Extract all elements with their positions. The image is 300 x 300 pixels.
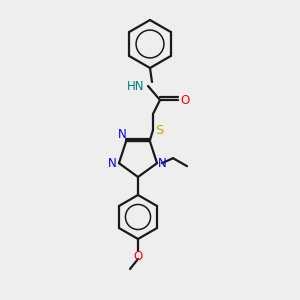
Text: N: N <box>108 157 116 170</box>
Text: HN: HN <box>127 80 144 92</box>
Text: O: O <box>134 250 142 262</box>
Text: N: N <box>118 128 127 141</box>
Text: S: S <box>155 124 163 136</box>
Text: O: O <box>180 94 190 106</box>
Text: N: N <box>158 157 166 170</box>
